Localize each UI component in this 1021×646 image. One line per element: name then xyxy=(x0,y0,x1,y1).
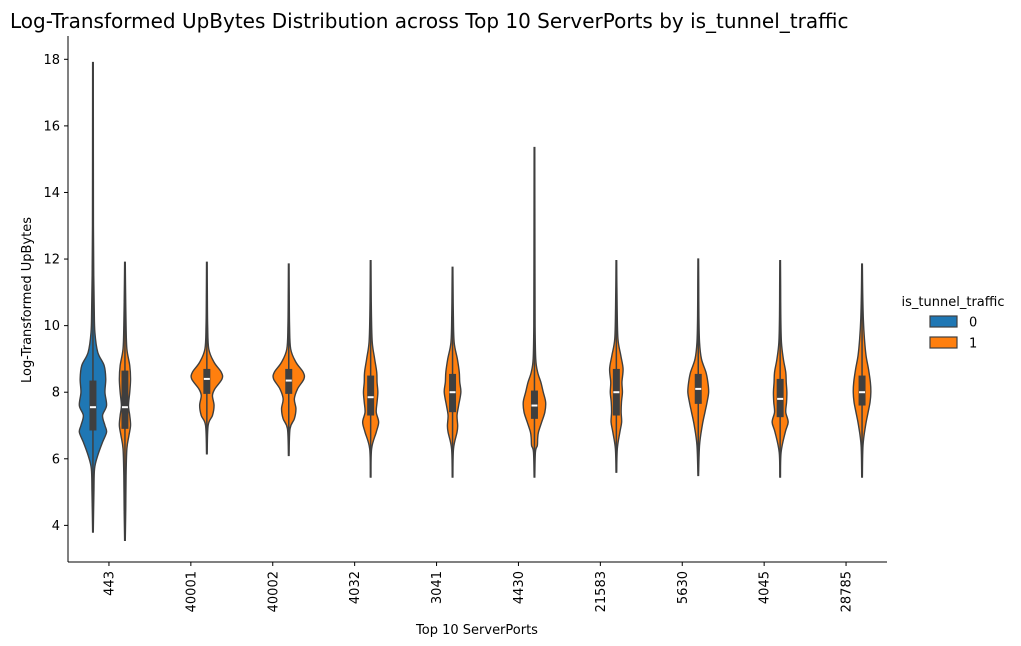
x-tick-label: 4045 xyxy=(758,571,773,604)
legend-label: 0 xyxy=(969,316,977,331)
plot-area xyxy=(78,61,872,542)
legend-label: 1 xyxy=(969,337,977,352)
box-markers xyxy=(89,62,866,541)
y-tick-label: 6 xyxy=(52,452,60,467)
violin-iqr-box xyxy=(203,368,211,394)
x-tick-label: 4430 xyxy=(512,571,527,604)
legend-swatch xyxy=(929,336,958,349)
legend: is_tunnel_traffic 0 1 xyxy=(902,295,1005,352)
legend-title: is_tunnel_traffic xyxy=(902,295,1005,310)
violin-iqr-box xyxy=(89,380,97,431)
x-tick-label: 5630 xyxy=(676,571,691,604)
violins xyxy=(78,61,872,542)
y-tick-label: 18 xyxy=(43,53,60,68)
x-tick-label: 40001 xyxy=(184,571,199,612)
y-tick-label: 16 xyxy=(43,119,60,134)
y-tick-label: 14 xyxy=(43,186,60,201)
violin-iqr-box xyxy=(121,370,129,429)
x-tick-label: 4032 xyxy=(348,571,363,604)
y-axis-label: Log-Transformed UpBytes xyxy=(20,217,35,383)
y-tick-label: 8 xyxy=(52,386,60,401)
y-tick-label: 4 xyxy=(52,519,60,534)
violin-iqr-box xyxy=(367,375,375,416)
x-tick-label: 3041 xyxy=(430,571,445,604)
violin-iqr-box xyxy=(858,375,866,406)
x-tick-label: 443 xyxy=(102,571,117,596)
x-axis: 443 40001 40002 4032 3041 4430 21583 5630 4045 28… xyxy=(68,561,887,612)
x-tick-label: 40002 xyxy=(266,571,281,612)
x-axis-label: Top 10 ServerPorts xyxy=(415,623,538,638)
y-tick-label: 10 xyxy=(43,319,60,334)
chart-title: Log-Transformed UpBytes Distribution acr… xyxy=(10,9,848,33)
x-tick-label: 21583 xyxy=(594,571,609,612)
y-axis: 4 6 8 10 12 14 16 18 xyxy=(43,36,69,562)
x-tick-label: 28785 xyxy=(840,571,855,612)
y-tick-label: 12 xyxy=(43,253,60,268)
legend-swatch xyxy=(929,315,958,328)
